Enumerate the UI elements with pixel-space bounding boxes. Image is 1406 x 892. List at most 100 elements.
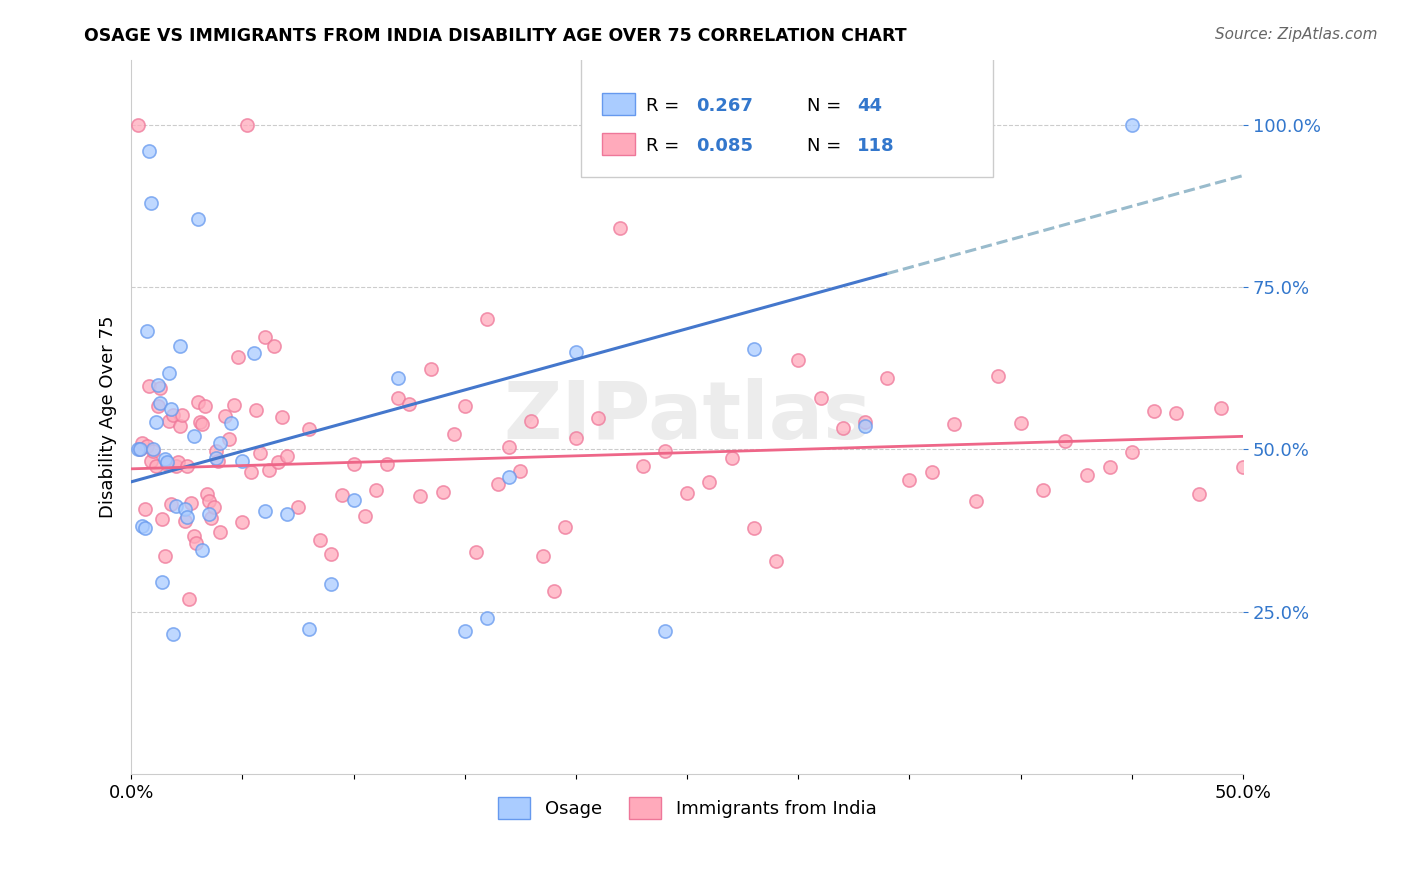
Point: [765, 554, 787, 568]
Point: [787, 353, 810, 368]
Point: [898, 473, 921, 487]
Point: [253, 504, 276, 518]
Point: [146, 377, 169, 392]
Point: [129, 442, 152, 456]
Point: [342, 457, 364, 471]
Point: [332, 488, 354, 502]
Point: [194, 399, 217, 413]
Point: [1121, 445, 1143, 459]
Point: [141, 454, 163, 468]
Point: [162, 627, 184, 641]
Point: [271, 409, 294, 424]
Point: [218, 432, 240, 446]
Point: [454, 400, 477, 414]
Point: [565, 431, 588, 445]
Point: [134, 502, 156, 516]
Point: [156, 457, 179, 471]
Point: [127, 442, 149, 457]
Point: [129, 442, 152, 456]
Point: [240, 465, 263, 479]
Point: [298, 622, 321, 636]
Point: [1298, 533, 1320, 547]
Point: [498, 440, 520, 454]
Point: [398, 397, 420, 411]
Point: [141, 195, 163, 210]
Point: [157, 414, 180, 428]
Point: [149, 380, 172, 394]
Point: [173, 502, 195, 516]
Point: [520, 414, 543, 428]
Point: [209, 435, 232, 450]
FancyBboxPatch shape: [602, 133, 636, 154]
Text: Source: ZipAtlas.com: Source: ZipAtlas.com: [1215, 27, 1378, 42]
Point: [165, 500, 187, 514]
Point: [742, 521, 765, 535]
Point: [853, 419, 876, 434]
Point: [165, 458, 187, 473]
Point: [475, 312, 498, 326]
Point: [921, 465, 943, 479]
Point: [209, 524, 232, 539]
Point: [1277, 417, 1299, 431]
Point: [554, 520, 576, 534]
Point: [204, 444, 226, 458]
Point: [432, 485, 454, 500]
Point: [188, 415, 211, 429]
Point: [364, 483, 387, 498]
Point: [263, 339, 285, 353]
Point: [831, 421, 853, 435]
Point: [207, 454, 229, 468]
Point: [183, 428, 205, 442]
Text: N =: N =: [807, 97, 841, 115]
Point: [160, 402, 183, 417]
Point: [172, 408, 194, 422]
Point: [198, 493, 221, 508]
Point: [276, 508, 298, 522]
Point: [699, 475, 721, 489]
Point: [586, 410, 609, 425]
Point: [231, 516, 253, 530]
Point: [309, 533, 332, 548]
Point: [810, 391, 832, 405]
Point: [249, 446, 271, 460]
Point: [1254, 670, 1277, 684]
Text: OSAGE VS IMMIGRANTS FROM INDIA DISABILITY AGE OVER 75 CORRELATION CHART: OSAGE VS IMMIGRANTS FROM INDIA DISABILIT…: [84, 27, 907, 45]
Point: [131, 519, 153, 533]
Point: [180, 496, 202, 510]
Point: [198, 507, 221, 521]
Point: [145, 458, 167, 473]
Point: [631, 459, 654, 474]
Point: [1143, 404, 1166, 418]
Legend: Osage, Immigrants from India: Osage, Immigrants from India: [491, 789, 884, 826]
Text: 44: 44: [858, 97, 882, 115]
Point: [167, 455, 190, 469]
Point: [169, 339, 191, 353]
Point: [214, 409, 236, 424]
Point: [531, 549, 554, 563]
Point: [742, 343, 765, 357]
Point: [242, 346, 264, 360]
Point: [191, 543, 214, 558]
Point: [676, 486, 699, 500]
Point: [150, 574, 173, 589]
Point: [221, 416, 243, 430]
Point: [202, 500, 225, 514]
Point: [498, 470, 520, 484]
Point: [609, 221, 631, 235]
Point: [142, 442, 165, 457]
Point: [1166, 406, 1188, 420]
Text: 0.085: 0.085: [696, 137, 754, 155]
Point: [187, 394, 209, 409]
Point: [183, 529, 205, 543]
Point: [160, 497, 183, 511]
Point: [654, 624, 676, 639]
FancyBboxPatch shape: [602, 94, 636, 115]
Point: [169, 418, 191, 433]
Point: [146, 400, 169, 414]
Point: [298, 422, 321, 436]
Y-axis label: Disability Age Over 75: Disability Age Over 75: [100, 316, 117, 518]
Text: 118: 118: [858, 137, 894, 155]
Point: [1388, 454, 1406, 468]
Point: [145, 415, 167, 429]
Point: [162, 408, 184, 422]
